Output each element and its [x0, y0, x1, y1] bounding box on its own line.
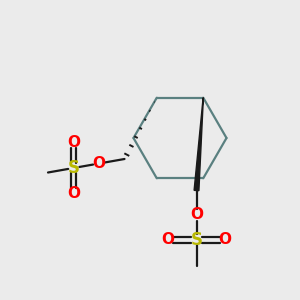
Text: O: O [218, 232, 232, 247]
Text: O: O [190, 207, 203, 222]
Text: O: O [67, 135, 80, 150]
Text: O: O [92, 156, 106, 171]
Text: S: S [68, 159, 80, 177]
Text: O: O [161, 232, 175, 247]
Text: O: O [67, 186, 80, 201]
Polygon shape [194, 98, 203, 191]
Text: S: S [190, 231, 202, 249]
